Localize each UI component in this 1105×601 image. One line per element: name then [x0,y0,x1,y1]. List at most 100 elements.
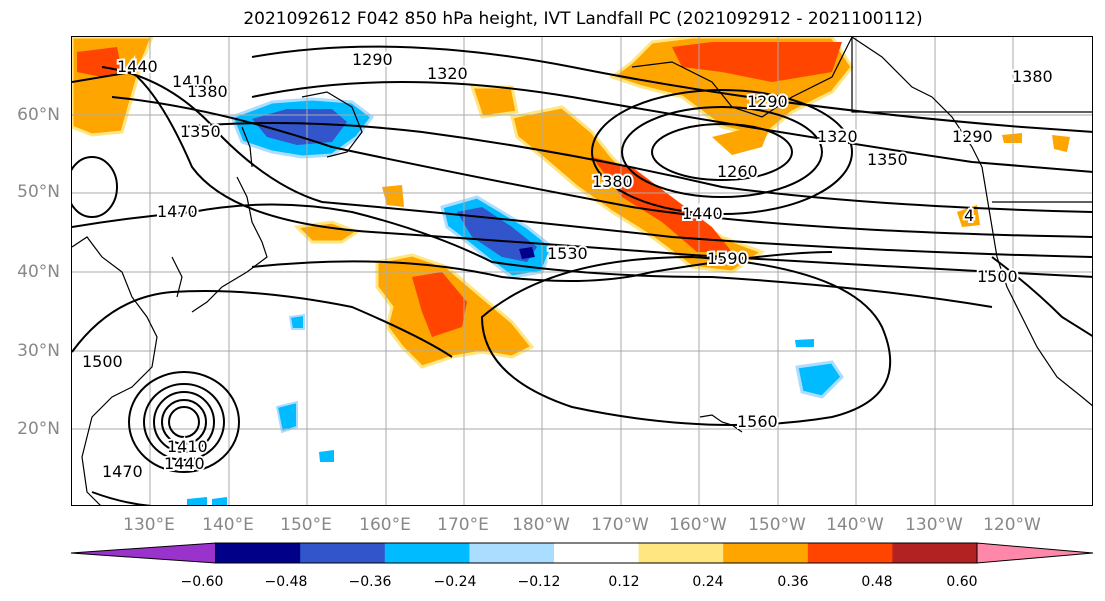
map-panel: 1440 1410 1380 1350 1290 1320 1290 1320 … [71,36,1093,506]
lat-label-20n: 20°N [17,419,60,439]
contour-1410 [101,66,1092,258]
colorbar-segment [300,543,386,563]
typhoon-ring-1 [168,406,200,438]
colorbar-extend-low [70,542,217,564]
map-title: 2021092612 F042 850 hPa height, IVT Land… [243,9,923,29]
colorbar-tick: −0.12 [517,574,561,590]
map-canvas: 1440 1410 1380 1350 1290 1320 1290 1320 … [72,37,1092,505]
colorbar-tick: 0.60 [946,574,978,590]
contour-label: 1500 [82,352,123,371]
contour-label: 1470 [157,202,198,221]
positive-region-nw-core [77,47,122,77]
colorbar-tick: −0.60 [180,574,224,590]
coast-hawaii [699,414,743,433]
colorbar-segment [469,543,555,563]
positive-region-gulf-core [672,42,842,82]
contour-1350 [181,122,1092,213]
colorbar-tick: 0.12 [608,574,640,590]
colorbar-segment [807,543,893,563]
coast-asia [72,236,158,505]
colorbar-tick: −0.48 [264,574,308,590]
positive-region-jet-core [592,157,732,252]
contour-label: 1320 [427,64,468,83]
colorbar-segment [723,543,809,563]
contour-label: 1500 [977,267,1018,286]
contour-1440 [72,70,1092,278]
contour-label: 4 [964,206,974,225]
colorbar-tick: 0.36 [777,574,809,590]
colorbar-segment [892,543,978,563]
contour-label: 1410 [172,72,213,91]
negative-region-small-3 [319,450,334,462]
positive-region-central-core [412,272,467,337]
colorbar-tick: 0.24 [692,574,724,590]
lat-label-60n: 60°N [17,105,60,125]
contour-1470-south [91,491,152,505]
negative-region-small-5 [187,497,207,505]
lon-label-140e: 140°E [202,515,254,535]
contour-label: 1440 [164,454,205,473]
height-contours [72,45,1092,505]
colorbar-tick: −0.24 [433,574,477,590]
contour-label: 1590 [707,249,748,268]
lat-label-40n: 40°N [17,262,60,282]
contour-1560 [480,255,892,426]
typhoon-ring-4 [143,383,225,461]
contour-label: 1560 [737,412,778,431]
colorbar-extend-high [976,542,1094,564]
high-west [72,156,118,218]
low-ring-alaska-2 [621,106,823,198]
negative-region-hawaii [795,360,844,399]
contour-1380 [111,96,1092,238]
contour-1470 [72,203,993,308]
coastlines [72,37,1092,505]
contour-label: 1350 [180,122,221,141]
contour-label: 1530 [547,244,588,263]
contour-1530 [251,251,833,282]
lon-label-130e: 130°E [123,515,175,535]
negative-region-pacific-core [457,207,537,262]
lon-label-120w: 120°W [983,515,1041,535]
lon-label-160w: 160°W [669,515,727,535]
typhoon-ring-3 [153,391,215,453]
contour-label: 1320 [817,127,858,146]
colorbar-segment [638,543,724,563]
positive-ivt-regions [72,37,1070,369]
contour-label: 1440 [682,204,723,223]
positive-region-japan-east [293,220,361,244]
positive-region-aleutian [469,85,519,119]
colorbar-tick: −0.36 [348,574,392,590]
positive-region-small-4 [1052,135,1070,152]
lon-label-170e: 170°E [437,515,489,535]
negative-region-kuril-core [252,109,347,145]
coast-border [851,37,1092,113]
contour-label: 1380 [1012,67,1053,86]
colorbar-segment [384,543,470,563]
low-ring-alaska-3 [591,89,853,215]
contour-1500-east [991,256,1092,337]
colorbar-segment [554,543,640,563]
low-center-alaska [651,123,793,181]
contour-label: 1380 [187,82,228,101]
colorbar-outline [215,542,978,564]
coast-kamchatka [301,91,363,158]
colorbar-segments [70,542,1094,564]
colorbar-tick: 0.48 [861,574,893,590]
coast-korea [171,256,183,298]
contour-label: 1410 [167,437,208,456]
colorbar-segment [215,543,301,563]
contour-1500-west [72,290,453,358]
positive-region-small-3 [1002,133,1022,143]
contour-label: 1290 [952,127,993,146]
lon-label-160e: 160°E [359,515,411,535]
lon-label-180w: 180°W [512,515,570,535]
contour-label: 1470 [102,462,143,481]
typhoon-ring-5 [128,371,240,473]
coast-sakhalin [241,126,253,168]
coast-gulf-alaska [851,37,983,168]
positive-region-small-2 [957,205,980,227]
coast-west-america [981,166,1092,407]
lon-label-150w: 150°W [748,515,806,535]
contour-label: 1290 [352,50,393,69]
lon-label-140w: 140°W [826,515,884,535]
